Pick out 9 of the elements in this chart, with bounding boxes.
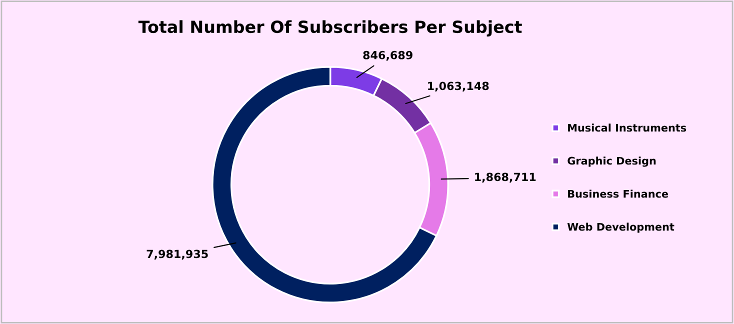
legend-label: Web Development (567, 222, 674, 233)
legend-label: Graphic Design (568, 156, 656, 167)
data-label: 7,981,935 (146, 250, 208, 260)
legend-label: Business Finance (568, 190, 668, 198)
data-label: 1,063,148 (428, 82, 489, 92)
legend-label: Musical Instruments (568, 124, 686, 132)
data-label: 1,868,711 (475, 172, 536, 183)
chart-title: Total Number Of Subscribers Per Subject (138, 20, 522, 36)
data-label: 846,689 (363, 50, 412, 61)
